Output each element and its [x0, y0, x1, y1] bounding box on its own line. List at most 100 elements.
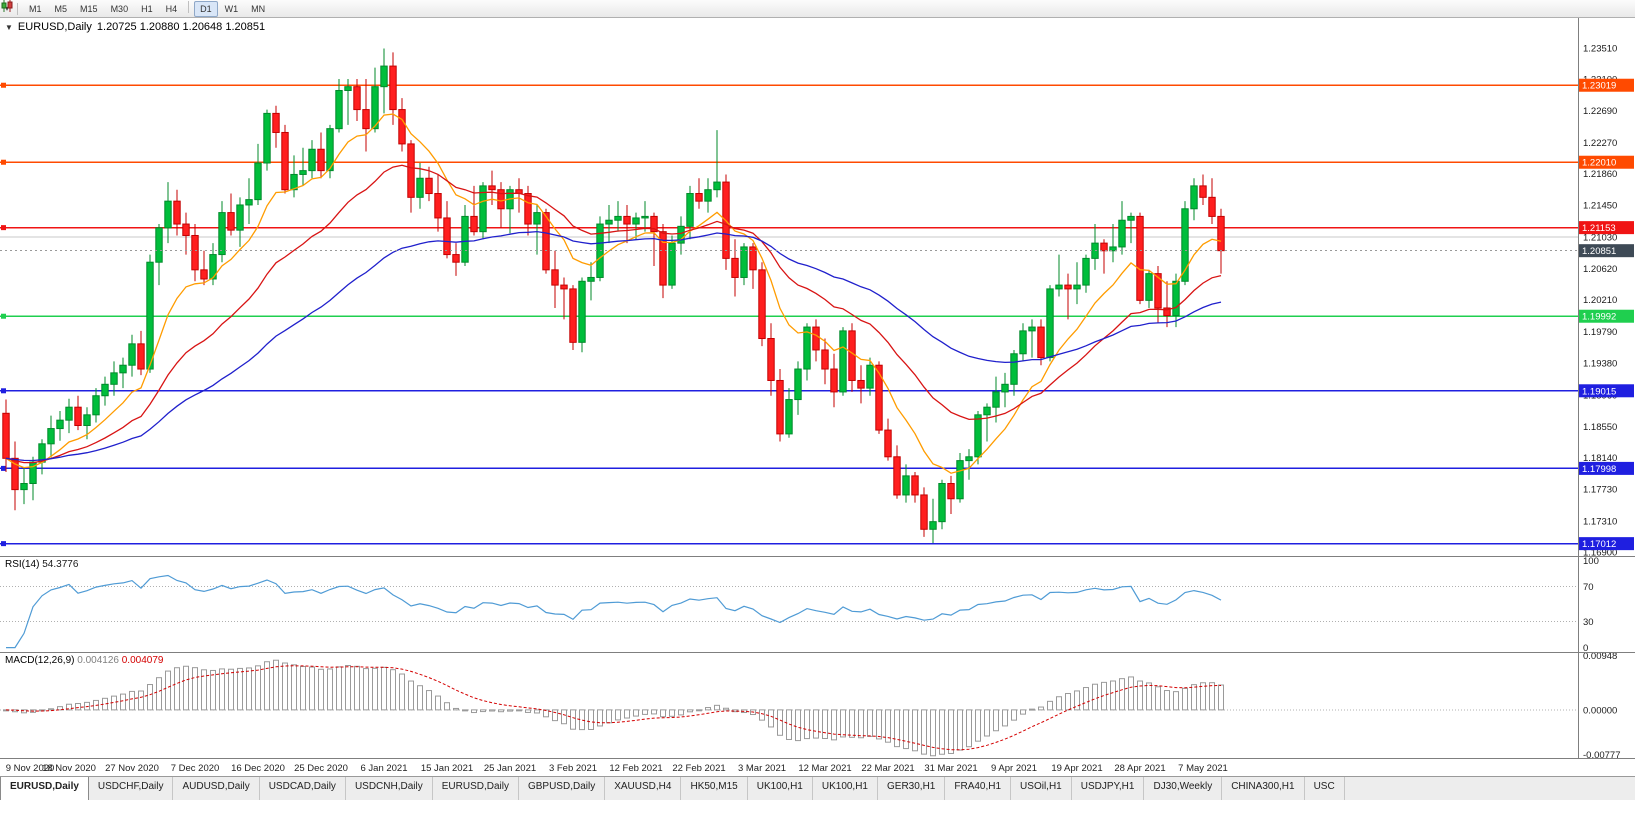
moving-average-52: [5, 230, 1222, 462]
macd-axis-label: 0.00000: [1583, 705, 1617, 716]
rsi-name: RSI(14): [5, 559, 40, 570]
price-axis-label: 1.21030: [1583, 233, 1617, 244]
macd-indicator-label: MACD(12,26,9) 0.004126 0.004079: [5, 655, 163, 666]
timeframe-button-h4[interactable]: H4: [165, 3, 178, 14]
price-axis-label: 1.20210: [1583, 295, 1617, 306]
price-axis-label: 1.22690: [1583, 106, 1617, 117]
svg-text:1.22010: 1.22010: [1582, 158, 1616, 169]
hline-1.23019[interactable]: [0, 82, 1578, 88]
chart-tab-xauusd-h4[interactable]: XAUUSD,H4: [605, 777, 682, 800]
toolbar-separator: [17, 2, 19, 15]
hline-1.22010[interactable]: [0, 159, 1578, 165]
date-axis-label: 25 Dec 2020: [294, 763, 348, 774]
date-axis-label: 7 Dec 2020: [171, 763, 220, 774]
svg-text:1.23019: 1.23019: [1582, 81, 1616, 92]
price-axis-label: 1.23510: [1583, 43, 1617, 54]
rsi-axis-label: 30: [1583, 617, 1594, 628]
price-axis-label: 1.21860: [1583, 169, 1617, 180]
macd-name: MACD(12,26,9): [5, 655, 75, 666]
chart-tab-bar: EURUSD,Daily USDCHF,Daily AUDUSD,Daily USDC…: [0, 776, 1635, 800]
chart-tab-usc[interactable]: USC: [1305, 777, 1345, 800]
hline-1.17012[interactable]: [0, 541, 1578, 547]
price-axis-label: 1.18550: [1583, 422, 1617, 433]
collapse-arrow-icon[interactable]: ▼: [5, 22, 13, 32]
price-axis-label: 1.17730: [1583, 484, 1617, 495]
moving-average-24: [5, 164, 1222, 464]
chart-tab-uk100-h1[interactable]: UK100,H1: [813, 777, 878, 800]
svg-text:1.19992: 1.19992: [1582, 312, 1616, 323]
price-axis-label: 1.16900: [1583, 548, 1617, 559]
rsi-axis-label: 0: [1583, 643, 1588, 654]
chart-tab-dj30-weekly[interactable]: DJ30,Weekly: [1144, 777, 1223, 800]
price-axis-label: 1.22270: [1583, 138, 1617, 149]
date-axis-label: 28 Apr 2021: [1114, 763, 1165, 774]
price-axis: 1.235101.231001.226901.222701.218601.214…: [1578, 43, 1634, 761]
timeframe-button-mn[interactable]: MN: [251, 3, 266, 14]
date-axis-label: 27 Nov 2020: [105, 763, 159, 774]
hline-handle-icon[interactable]: [1, 465, 6, 471]
timeframe-button-h1[interactable]: H1: [141, 3, 153, 14]
rsi-value: 54.3776: [42, 559, 79, 570]
date-axis-label: 15 Jan 2021: [421, 763, 473, 774]
hline-1.19992[interactable]: [0, 313, 1578, 319]
timeframe-button-group: M1 M5 M15 M30 H1 H4 D1 W1 MN: [23, 0, 271, 17]
hline-handle-icon[interactable]: [1, 225, 6, 231]
date-axis-label: 12 Feb 2021: [609, 763, 662, 774]
macd-signal-value: 0.004079: [121, 655, 164, 666]
chart-tab-ger30-h1[interactable]: GER30,H1: [878, 777, 946, 800]
hline-handle-icon[interactable]: [1, 541, 6, 547]
macd-main-value: 0.004126: [77, 655, 119, 666]
chart-tab-uk100-h1[interactable]: UK100,H1: [748, 777, 813, 800]
macd-axis-label: -0.00777: [1583, 750, 1621, 761]
chart-tab-fra40-h1[interactable]: FRA40,H1: [945, 777, 1012, 800]
svg-text:1.19015: 1.19015: [1582, 386, 1616, 397]
chart-tab-eurusd-daily[interactable]: EURUSD,Daily: [433, 777, 519, 800]
chart-tab-gbpusd-daily[interactable]: GBPUSD,Daily: [519, 777, 606, 800]
chart-tab-hk50-m15[interactable]: HK50,M15: [681, 777, 748, 800]
timeframe-button-d1[interactable]: D1: [194, 0, 218, 17]
timeframe-toolbar: ▾ M1 M5 M15 M30 H1 H4 D1 W1 MN: [0, 0, 1635, 18]
price-badge-1.19992: 1.19992: [1578, 309, 1634, 323]
chart-menu-caret-icon[interactable]: ▾: [5, 4, 10, 13]
rsi-line: [6, 574, 1222, 649]
price-axis-label: 1.19380: [1583, 358, 1617, 369]
hline-handle-icon[interactable]: [1, 313, 6, 319]
macd-pane: [0, 659, 1578, 757]
timeframe-button-m15[interactable]: M15: [80, 3, 98, 14]
date-axis-label: 22 Mar 2021: [861, 763, 914, 774]
price-badge-1.23019: 1.23019: [1578, 78, 1634, 92]
hline-handle-icon[interactable]: [1, 159, 6, 165]
chart-tab-eurusd-daily[interactable]: EURUSD,Daily: [0, 777, 89, 800]
main-pane: [0, 48, 1578, 547]
hline-handle-icon[interactable]: [1, 388, 6, 394]
date-axis-label: 3 Mar 2021: [738, 763, 786, 774]
chart-tab-china300-h1[interactable]: CHINA300,H1: [1222, 777, 1305, 800]
chart-tab-usdcad-daily[interactable]: USDCAD,Daily: [260, 777, 346, 800]
chart-tab-usdchf-daily[interactable]: USDCHF,Daily: [89, 777, 174, 800]
timeframe-button-m5[interactable]: M5: [54, 3, 68, 14]
chart-tab-usdcnh-daily[interactable]: USDCNH,Daily: [346, 777, 433, 800]
chart-tab-usdjpy-h1[interactable]: USDJPY,H1: [1072, 777, 1145, 800]
price-axis-label: 1.17310: [1583, 516, 1617, 527]
hline-handle-icon[interactable]: [1, 82, 6, 88]
rsi-pane: [0, 574, 1578, 649]
price-axis-label: 1.21450: [1583, 200, 1617, 211]
timeframe-button-w1[interactable]: W1: [224, 3, 239, 14]
date-axis-label: 16 Dec 2020: [231, 763, 285, 774]
rsi-indicator-label: RSI(14) 54.3776: [5, 559, 78, 570]
macd-axis-label: 0.00948: [1583, 651, 1617, 662]
price-badge-1.17012: 1.17012: [1578, 537, 1634, 551]
chart-tab-usoil-h1[interactable]: USOil,H1: [1011, 777, 1072, 800]
price-axis-label: 1.19790: [1583, 327, 1617, 338]
date-axis-label: 3 Feb 2021: [549, 763, 597, 774]
timeframe-button-m30[interactable]: M30: [110, 3, 129, 14]
candlesticks: [2, 48, 1225, 544]
date-axis-label: 12 Mar 2021: [798, 763, 851, 774]
chart-tab-audusd-daily[interactable]: AUDUSD,Daily: [173, 777, 260, 800]
hline-1.21153[interactable]: [0, 225, 1578, 231]
hline-1.17998[interactable]: [0, 465, 1578, 471]
timeframe-button-m1[interactable]: M1: [29, 3, 42, 14]
date-axis-label: 18 Nov 2020: [42, 763, 96, 774]
svg-text:1.17012: 1.17012: [1582, 539, 1616, 550]
